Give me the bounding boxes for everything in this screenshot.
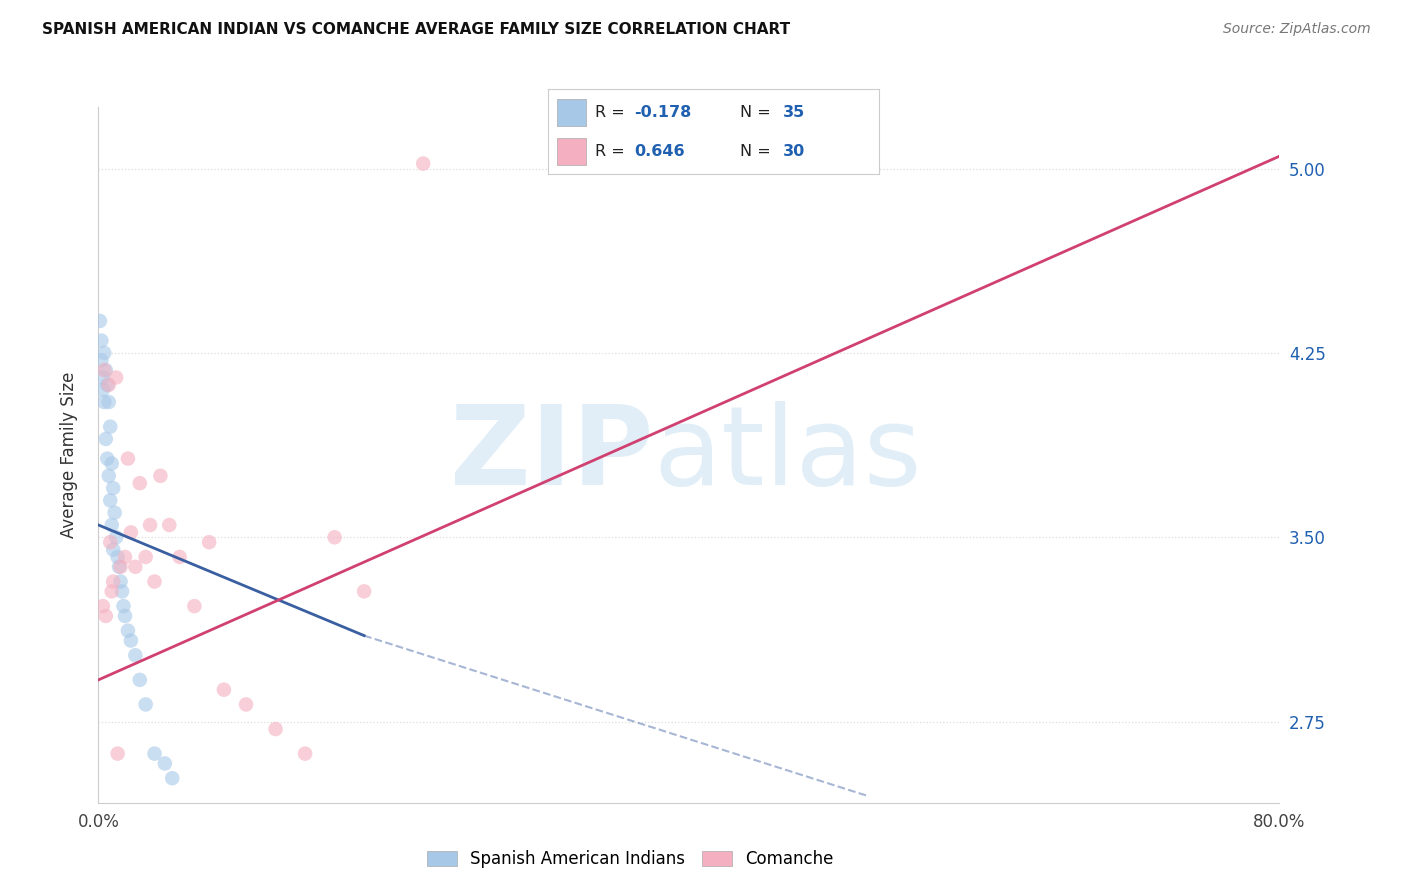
Point — [110, 559, 132, 574]
Point — [93, 346, 115, 360]
Point — [91, 599, 114, 614]
Point — [94, 363, 117, 377]
Point — [294, 747, 316, 761]
Point — [103, 481, 125, 495]
Point — [91, 370, 114, 384]
Point — [162, 771, 183, 785]
Point — [198, 535, 221, 549]
Point — [91, 383, 114, 397]
FancyBboxPatch shape — [557, 138, 586, 165]
Text: N =: N = — [740, 104, 776, 120]
Point — [108, 559, 131, 574]
Text: Source: ZipAtlas.com: Source: ZipAtlas.com — [1223, 22, 1371, 37]
Point — [96, 377, 118, 392]
Point — [94, 609, 117, 624]
Y-axis label: Average Family Size: Average Family Size — [59, 372, 77, 538]
Point — [112, 599, 135, 614]
Point — [100, 518, 122, 533]
Point — [143, 574, 166, 589]
Point — [143, 747, 166, 761]
Point — [90, 353, 112, 368]
Point — [323, 530, 346, 544]
Text: R =: R = — [595, 145, 630, 160]
Point — [135, 698, 157, 712]
Point — [97, 468, 120, 483]
Point — [120, 525, 142, 540]
Point — [111, 584, 134, 599]
Text: -0.178: -0.178 — [634, 104, 692, 120]
Point — [93, 363, 115, 377]
Point — [353, 584, 375, 599]
Point — [153, 756, 176, 771]
Point — [98, 535, 121, 549]
Point — [120, 633, 142, 648]
Point — [90, 334, 112, 348]
Point — [117, 624, 139, 638]
Text: N =: N = — [740, 145, 776, 160]
Point — [98, 493, 121, 508]
Point — [103, 542, 125, 557]
Legend: Spanish American Indians, Comanche: Spanish American Indians, Comanche — [420, 843, 839, 874]
Text: SPANISH AMERICAN INDIAN VS COMANCHE AVERAGE FAMILY SIZE CORRELATION CHART: SPANISH AMERICAN INDIAN VS COMANCHE AVER… — [42, 22, 790, 37]
Point — [93, 395, 115, 409]
Point — [105, 530, 128, 544]
Text: R =: R = — [595, 104, 630, 120]
Text: 0.646: 0.646 — [634, 145, 685, 160]
Text: 35: 35 — [783, 104, 806, 120]
Point — [235, 698, 257, 712]
Text: ZIP: ZIP — [450, 401, 654, 508]
Point — [94, 432, 117, 446]
Point — [264, 722, 287, 736]
Point — [103, 574, 125, 589]
Point — [114, 549, 136, 564]
Point — [98, 419, 121, 434]
Text: 30: 30 — [783, 145, 806, 160]
Point — [412, 156, 434, 170]
Point — [117, 451, 139, 466]
Point — [183, 599, 205, 614]
Point — [110, 574, 132, 589]
Point — [128, 476, 150, 491]
Point — [107, 747, 129, 761]
Point — [157, 518, 180, 533]
Point — [97, 395, 120, 409]
Point — [135, 549, 157, 564]
Point — [149, 468, 172, 483]
Point — [96, 451, 118, 466]
Point — [104, 506, 127, 520]
Point — [139, 518, 162, 533]
Point — [89, 314, 111, 328]
Text: atlas: atlas — [654, 401, 922, 508]
Point — [212, 682, 235, 697]
Point — [169, 549, 191, 564]
Point — [107, 549, 129, 564]
Point — [114, 609, 136, 624]
FancyBboxPatch shape — [557, 98, 586, 126]
Point — [124, 559, 146, 574]
Point — [100, 584, 122, 599]
Point — [105, 370, 128, 384]
Point — [100, 457, 122, 471]
Point — [124, 648, 146, 663]
Point — [128, 673, 150, 687]
Point — [97, 377, 120, 392]
